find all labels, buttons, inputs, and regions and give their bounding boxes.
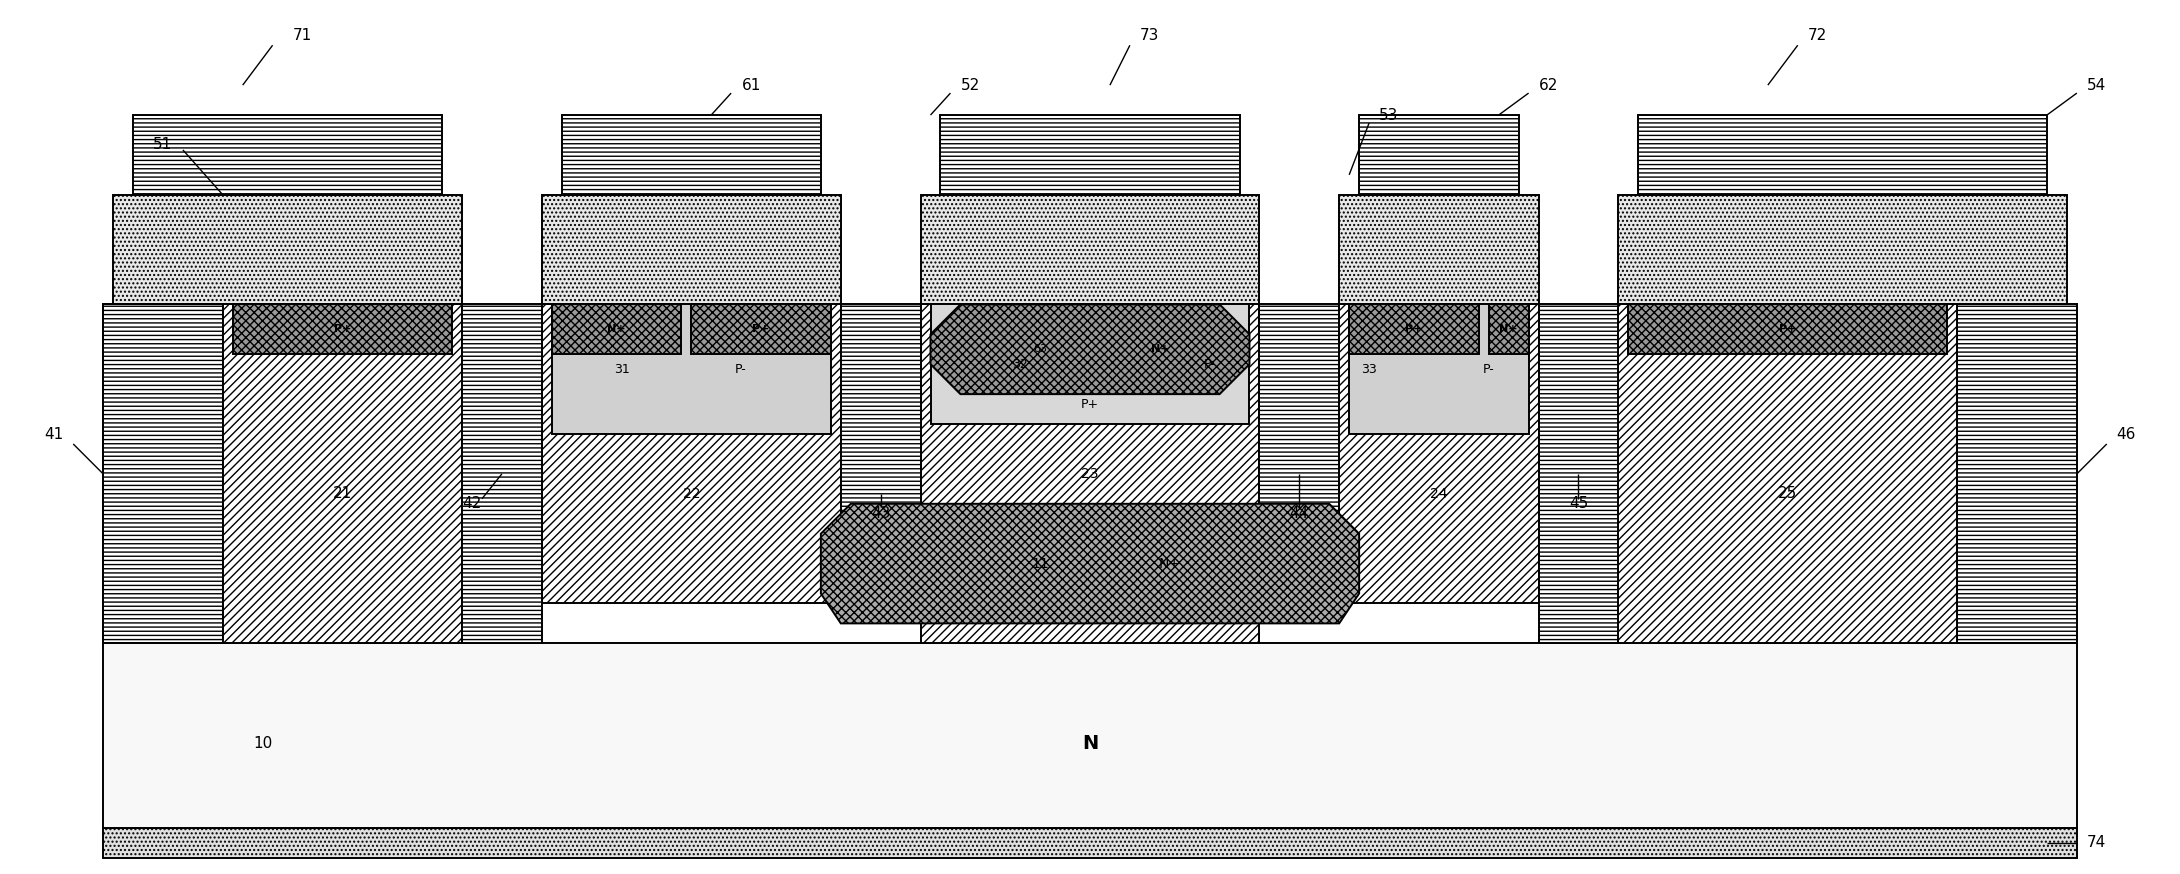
Text: 21: 21: [334, 486, 351, 502]
Text: P-: P-: [1482, 363, 1495, 376]
Bar: [233, 304, 451, 354]
Bar: [102, 643, 2078, 828]
Text: 23: 23: [1081, 467, 1099, 481]
Bar: [1339, 195, 1539, 304]
Text: 62: 62: [1539, 78, 1559, 93]
Text: P-: P-: [735, 363, 748, 376]
Text: 33: 33: [1360, 363, 1378, 376]
Bar: [1618, 304, 1958, 643]
Bar: [462, 304, 543, 643]
Bar: [1349, 304, 1478, 354]
Text: 24: 24: [1430, 487, 1448, 501]
Bar: [102, 304, 222, 643]
Text: 10: 10: [253, 736, 272, 751]
Text: 63: 63: [1033, 344, 1046, 354]
Text: 53: 53: [1380, 108, 1400, 122]
Bar: [931, 304, 1249, 424]
Bar: [113, 195, 462, 304]
Bar: [552, 304, 682, 354]
Text: 45: 45: [1570, 496, 1587, 511]
Bar: [543, 304, 841, 603]
Bar: [1637, 115, 2047, 195]
Text: 42: 42: [462, 496, 482, 511]
Text: 22: 22: [682, 487, 700, 501]
Text: N+: N+: [608, 324, 626, 335]
Text: P+: P+: [1779, 324, 1796, 335]
Text: P+: P+: [752, 324, 770, 335]
Bar: [562, 115, 822, 195]
Text: 31: 31: [613, 363, 630, 376]
Text: 41: 41: [44, 427, 63, 441]
Text: 72: 72: [1807, 28, 1827, 43]
Text: P-: P-: [1203, 357, 1216, 371]
Text: 43: 43: [872, 506, 889, 521]
Text: 74: 74: [2086, 836, 2106, 850]
Text: 25: 25: [1779, 486, 1796, 502]
Text: 11: 11: [1031, 557, 1049, 571]
Bar: [1489, 304, 1528, 354]
Bar: [543, 195, 841, 304]
Text: N+: N+: [1151, 344, 1168, 354]
Text: 46: 46: [2117, 427, 2136, 441]
Bar: [940, 115, 1240, 195]
Polygon shape: [822, 503, 1358, 623]
Text: P+: P+: [1406, 324, 1424, 335]
Bar: [1539, 304, 1618, 643]
Bar: [691, 304, 831, 354]
Text: 32: 32: [1012, 357, 1029, 371]
Bar: [1349, 304, 1528, 434]
Text: 52: 52: [961, 78, 981, 93]
Bar: [920, 304, 1260, 643]
Text: P+: P+: [1081, 398, 1099, 411]
Text: N+: N+: [1500, 324, 1517, 335]
Text: 54: 54: [2086, 78, 2106, 93]
Text: 61: 61: [741, 78, 761, 93]
Bar: [1358, 115, 1519, 195]
Polygon shape: [931, 304, 1249, 394]
Bar: [841, 304, 920, 524]
Bar: [1260, 304, 1339, 524]
Text: 44: 44: [1291, 506, 1308, 521]
Bar: [920, 195, 1260, 304]
Bar: [552, 304, 831, 434]
Bar: [1618, 195, 2067, 304]
Text: 73: 73: [1140, 28, 1160, 43]
Bar: [1628, 304, 1947, 354]
Bar: [222, 304, 462, 643]
Text: P+: P+: [334, 324, 351, 335]
Text: 51: 51: [153, 137, 172, 152]
Bar: [1339, 304, 1539, 603]
Bar: [102, 828, 2078, 857]
Text: N+: N+: [1160, 557, 1182, 571]
Text: N: N: [1081, 733, 1099, 753]
Bar: [1958, 304, 2078, 643]
Text: 71: 71: [292, 28, 312, 43]
Bar: [133, 115, 443, 195]
